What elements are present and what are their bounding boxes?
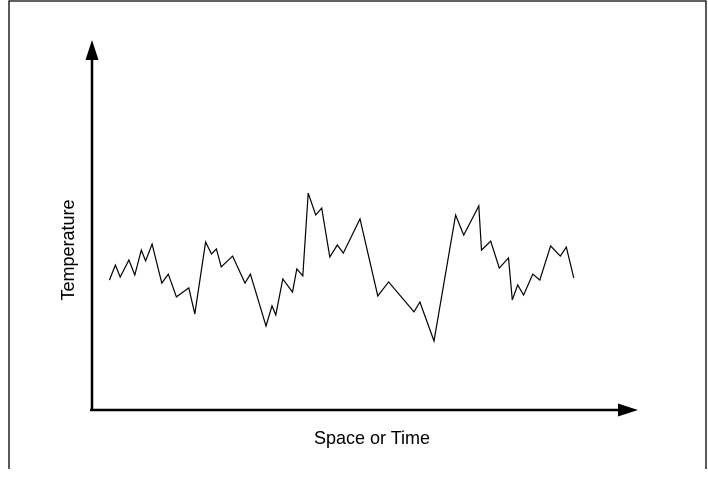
series-layer <box>108 192 575 344</box>
y-axis-label: Temperature <box>58 199 78 300</box>
x-axis <box>90 403 638 417</box>
y-axis-arrow-icon <box>85 40 99 60</box>
x-axis-arrow-icon <box>618 403 638 417</box>
y-axis <box>85 40 99 409</box>
series-line-1 <box>108 192 575 344</box>
chart-border <box>8 0 707 469</box>
x-axis-label: Space or Time <box>314 428 430 448</box>
